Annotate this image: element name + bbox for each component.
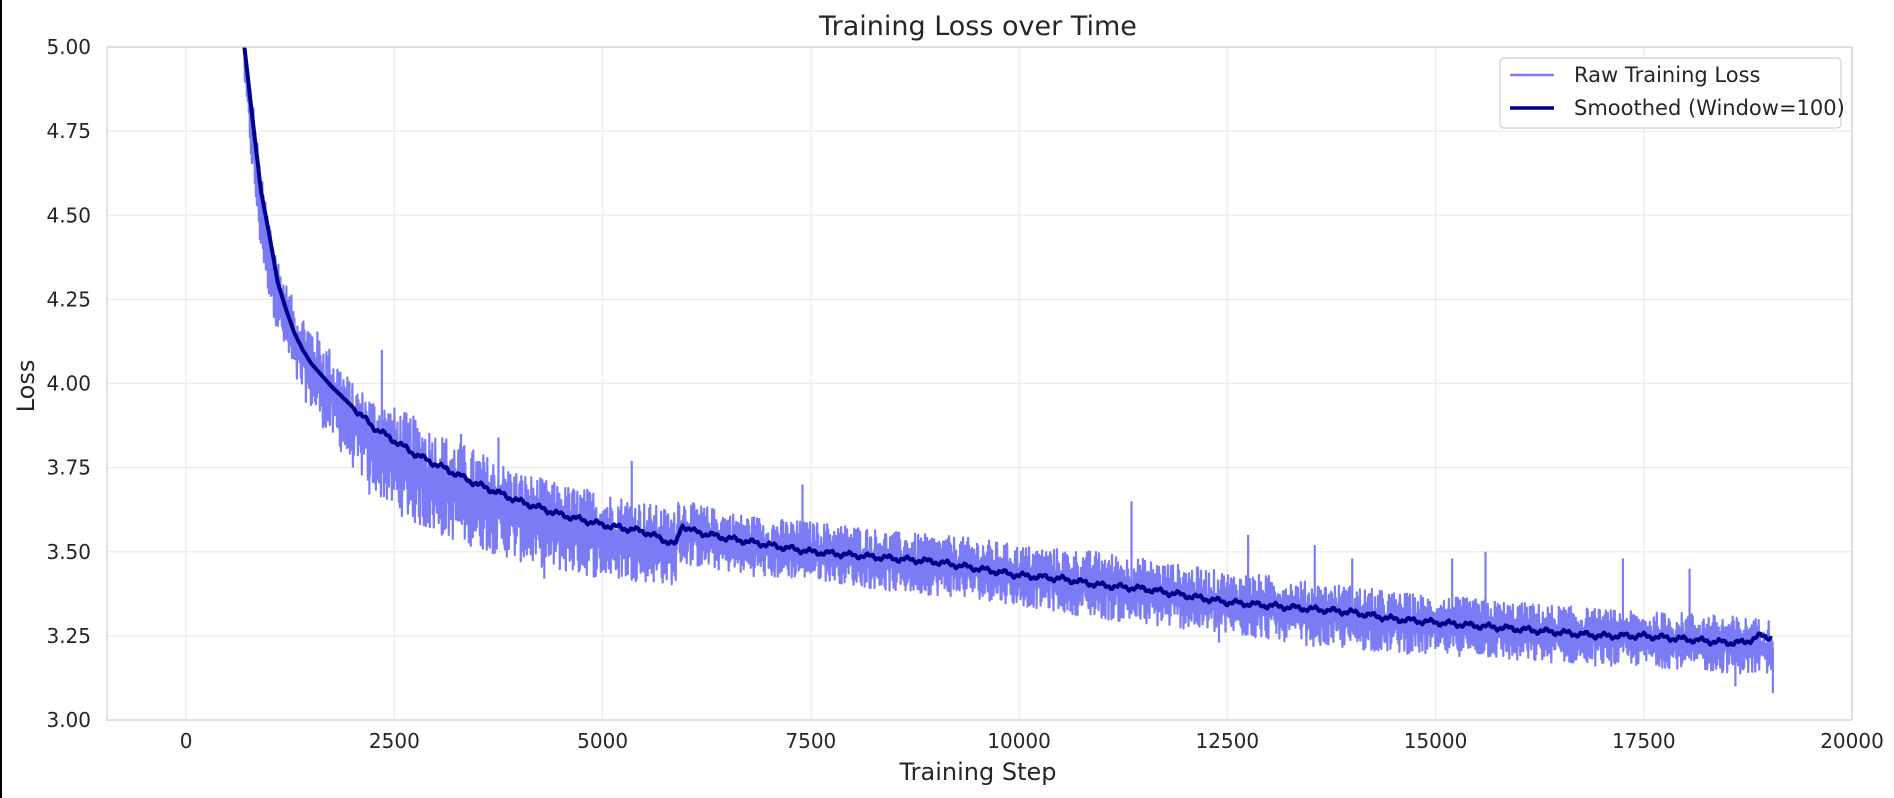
x-tick-label: 17500 [1612, 729, 1676, 753]
x-tick-label: 2500 [369, 729, 420, 753]
y-tick-label: 4.00 [46, 372, 91, 396]
x-tick-labels: 0 2500 5000 7500 10000 12500 15000 17500 20000 [180, 729, 1884, 753]
y-tick-labels: 3.00 3.25 3.50 3.75 4.00 4.25 4.50 4.75 5.00 [46, 35, 91, 732]
y-tick-label: 4.50 [46, 203, 91, 227]
legend-box [1499, 57, 1842, 129]
x-tick-label: 5000 [577, 729, 628, 753]
x-tick-label: 7500 [785, 729, 836, 753]
y-tick-label: 5.00 [46, 35, 91, 59]
y-tick-label: 3.25 [46, 624, 91, 648]
x-tick-label: 10000 [987, 729, 1051, 753]
raw-loss-line [243, 52, 1774, 675]
x-tick-label: 12500 [1195, 729, 1259, 753]
x-tick-label: 0 [180, 729, 193, 753]
legend-raw-label: Raw Training Loss [1574, 63, 1760, 87]
y-tick-label: 3.50 [46, 540, 91, 564]
x-axis-label: Training Step [899, 758, 1057, 786]
window-left-border [0, 0, 2, 798]
y-tick-label: 4.25 [46, 287, 91, 311]
chart-title: Training Loss over Time [818, 11, 1137, 42]
x-tick-label: 15000 [1404, 729, 1468, 753]
smoothed-loss-series [242, 47, 1773, 647]
raw-loss-series [243, 52, 1774, 694]
x-tick-label: 20000 [1820, 729, 1884, 753]
y-tick-label: 3.75 [46, 456, 91, 480]
plot-border [106, 46, 1853, 721]
legend-smoothed-label: Smoothed (Window=100) [1574, 96, 1845, 120]
y-tick-label: 3.00 [46, 708, 91, 732]
legend: Raw Training Loss Smoothed (Window=100) [1499, 57, 1845, 129]
y-axis-label: Loss [12, 360, 40, 413]
smoothed-loss-line [242, 47, 1773, 647]
y-tick-label: 4.75 [46, 119, 91, 143]
